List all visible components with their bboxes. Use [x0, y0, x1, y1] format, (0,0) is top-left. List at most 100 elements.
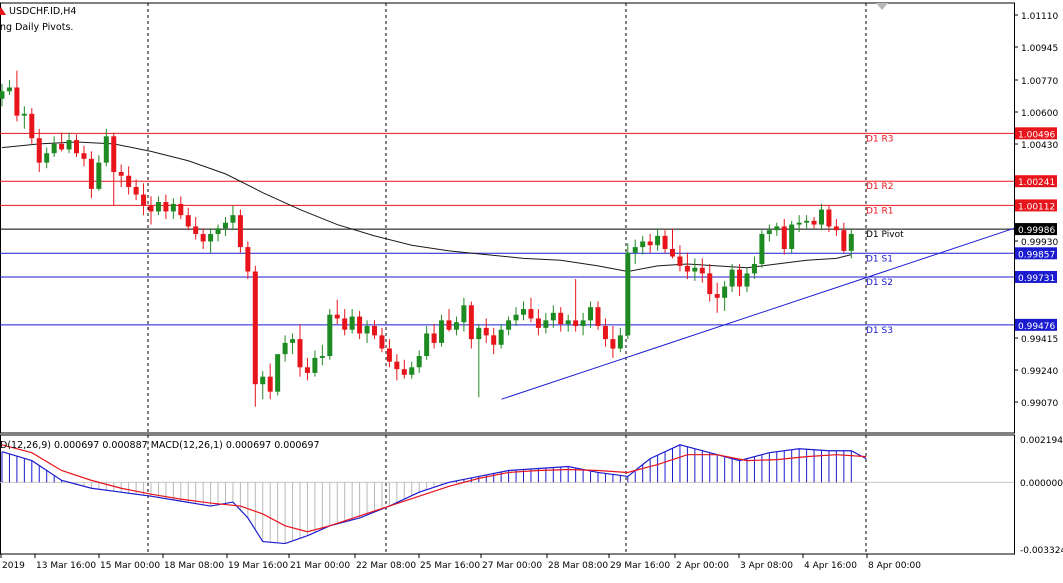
candle-body	[781, 226, 787, 249]
candle-body	[580, 320, 586, 326]
candle-body	[558, 312, 564, 325]
pivot-price-tag	[1015, 270, 1057, 283]
main-panel-frame	[0, 2, 1015, 434]
pivot-label: D1 R2	[866, 182, 894, 192]
candle-body	[118, 171, 124, 176]
candle-body	[759, 233, 765, 265]
candle-body	[245, 247, 251, 272]
candle-body	[133, 187, 139, 195]
candle-body	[528, 309, 534, 319]
indicator-caption: ng Daily Pivots.	[0, 22, 74, 33]
time-tick-label: 27 Mar 00:00	[482, 561, 542, 571]
candle-body	[230, 215, 236, 223]
candle-body	[453, 322, 459, 330]
candle-body	[148, 205, 154, 212]
time-tick-label: 8 Apr 00:00	[868, 561, 921, 571]
pivot-label: D1 S1	[866, 254, 893, 264]
candle-body	[595, 307, 601, 326]
candle-body	[237, 215, 243, 248]
candle-body	[699, 267, 705, 274]
candle-body	[141, 194, 147, 206]
candle-body	[550, 312, 556, 321]
candle-body	[521, 309, 526, 315]
candle-body	[610, 339, 616, 349]
time-tick-label: 2019	[2, 561, 25, 571]
candle-body	[476, 327, 482, 340]
pivot-price-label: 1.00112	[1018, 202, 1055, 212]
candle-body	[267, 376, 273, 392]
candle-body	[684, 265, 690, 272]
candle-body	[96, 162, 102, 189]
candle-body	[372, 325, 377, 336]
candle-body	[573, 320, 579, 326]
candle-body	[66, 140, 72, 150]
candle-body	[737, 269, 743, 287]
candle-body	[431, 333, 437, 343]
candle-body	[446, 320, 452, 330]
symbol-title: USDCHF.ID,H4	[9, 6, 77, 17]
candle-body	[29, 113, 35, 139]
candle-body	[103, 136, 109, 163]
macd-tick-label: -0.003324	[1020, 546, 1063, 556]
candle-body	[74, 140, 79, 154]
price-tick-label: 0.99415	[1021, 335, 1058, 345]
moving-average-line	[1, 141, 852, 273]
pivot-label: D1 R3	[866, 134, 894, 144]
candle-body	[21, 113, 27, 116]
time-tick-label: 21 Mar 00:00	[290, 561, 350, 571]
time-tick-label: 29 Mar 16:00	[610, 561, 670, 571]
candle-body	[386, 348, 392, 362]
candle-body	[848, 233, 854, 251]
candle-body	[312, 357, 318, 373]
candle-body	[193, 226, 199, 234]
price-tick-label: 0.99070	[1021, 399, 1058, 409]
pivot-price-tag	[1015, 199, 1057, 212]
candle-body	[394, 361, 400, 370]
candle-body	[409, 367, 415, 375]
pivot-label: D1 Pivot	[866, 230, 904, 240]
macd-signal-line	[1, 444, 867, 533]
chart-shift-icon[interactable]	[876, 3, 888, 10]
candle-body	[223, 222, 228, 229]
price-tick-label: 0.99240	[1021, 367, 1058, 377]
candle-body	[714, 294, 720, 298]
candle-body	[297, 339, 303, 368]
candle-body	[498, 329, 504, 345]
candle-body	[319, 356, 325, 358]
candle-body	[506, 320, 512, 330]
time-tick-label: 22 Mar 08:00	[356, 561, 416, 571]
pivot-price-tag	[1015, 247, 1057, 260]
candle-body	[111, 136, 117, 172]
candle-body	[744, 273, 750, 287]
macd-panel-frame	[0, 434, 1015, 555]
candle-body	[662, 235, 668, 249]
candle-body	[483, 327, 489, 336]
candle-body	[647, 241, 653, 246]
candle-body	[468, 305, 474, 340]
candle-body	[304, 367, 310, 373]
candle-body	[178, 203, 184, 216]
time-tick-label: 19 Mar 16:00	[228, 561, 288, 571]
candle-body	[707, 273, 713, 295]
candle-body	[543, 320, 549, 328]
candle-body	[535, 318, 541, 328]
candle-body	[819, 209, 824, 225]
candle-body	[0, 91, 5, 99]
candle-body	[811, 220, 817, 225]
pivot-price-tag	[1015, 127, 1057, 140]
candle-body	[6, 87, 12, 92]
price-tick-label: 1.00430	[1021, 141, 1058, 151]
candle-body	[155, 202, 161, 212]
candle-body	[260, 376, 266, 385]
candle-body	[439, 320, 445, 343]
candle-body	[275, 354, 281, 392]
candle-body	[36, 138, 42, 163]
candle-body	[163, 202, 169, 212]
candle-body	[670, 248, 675, 257]
symbol-icon	[0, 7, 6, 15]
time-tick-label: 28 Mar 08:00	[548, 561, 608, 571]
candle-body	[81, 153, 87, 159]
candle-body	[640, 241, 646, 248]
